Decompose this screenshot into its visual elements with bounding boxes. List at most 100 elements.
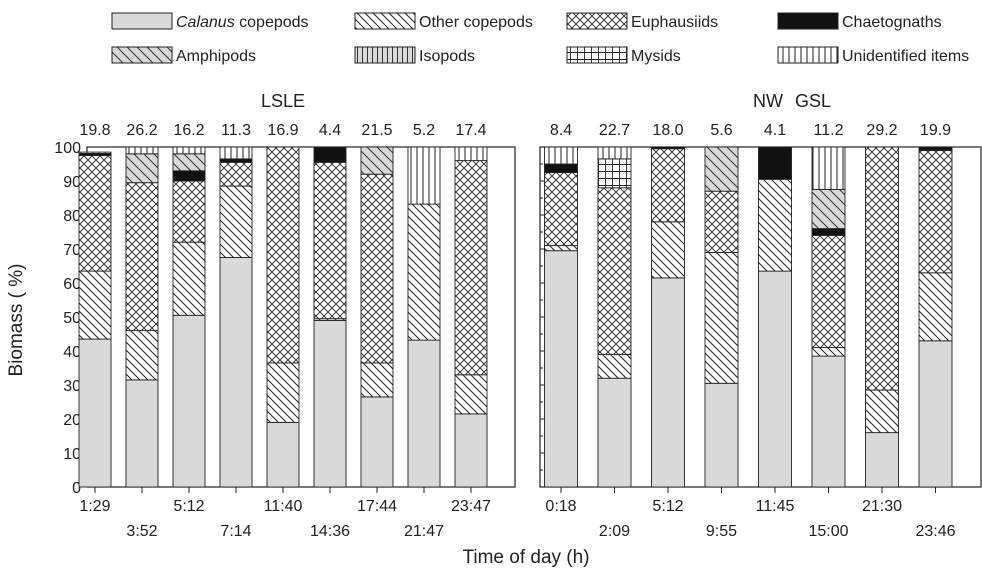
- legend-item-unidentified: Unidentified items: [777, 46, 969, 65]
- bar: [360, 146, 394, 488]
- x-tick-label: 2:09: [599, 523, 630, 540]
- bar-segment-calanus: [865, 432, 899, 488]
- legend-label-amphipods: Amphipods: [176, 48, 256, 65]
- legend-swatch-euphausiids: [566, 12, 628, 30]
- x-tick-label: 17:44: [357, 498, 397, 515]
- bar: [811, 146, 846, 488]
- x-tick-label: 23:47: [451, 498, 491, 515]
- x-tick-label: 9:55: [706, 523, 737, 540]
- bar-segment-unidentified: [454, 146, 488, 162]
- bar-total-label: 17.4: [455, 122, 486, 139]
- legend-label-other_copepods: Other copepods: [419, 14, 533, 31]
- y-tick-label: 40: [63, 344, 81, 361]
- bar: [704, 146, 739, 488]
- bar: [865, 146, 899, 488]
- bar-segment-unidentified: [172, 146, 206, 155]
- bar-segment-euphausiids: [454, 160, 488, 376]
- bar-segment-other_copepods: [172, 241, 206, 316]
- bar: [266, 146, 300, 488]
- bar-segment-chaetognaths: [651, 146, 685, 150]
- bar-segment-calanus: [313, 319, 347, 488]
- y-tick-label: 80: [63, 208, 81, 225]
- legend-swatch-other_copepods: [354, 12, 416, 30]
- bar-total-label: 18.0: [652, 122, 683, 139]
- x-tick-label: 11:40: [264, 498, 303, 515]
- legend: Calanus copepods Other copepods Euphausiid…: [111, 12, 969, 65]
- bar: [758, 146, 792, 488]
- bar-total-label: 26.2: [126, 122, 157, 139]
- bar-segment-chaetognaths: [172, 170, 206, 182]
- bar-segment-unidentified: [597, 146, 632, 160]
- y-tick-label: 90: [63, 174, 81, 191]
- x-tick-label: 21:47: [404, 523, 444, 540]
- bar-segment-euphausiids: [313, 161, 347, 320]
- bar-segment-euphausiids: [360, 173, 394, 364]
- x-tick-label: 5:12: [173, 498, 204, 515]
- panel-title: NW: [753, 91, 783, 111]
- x-axis-label: Time of day (h): [462, 547, 589, 568]
- bar: [313, 146, 347, 488]
- bar-segment-unidentified: [407, 146, 441, 205]
- bar-segment-other_copepods: [811, 347, 846, 357]
- bar-segment-calanus: [219, 257, 253, 488]
- bar-segment-calanus: [918, 340, 953, 488]
- bar-total-label: 19.9: [920, 122, 951, 139]
- bar-segment-calanus: [454, 413, 488, 488]
- legend-item-chaetognaths: Chaetognaths: [777, 12, 942, 31]
- bar-total-label: 21.5: [361, 122, 392, 139]
- legend-item-amphipods: Amphipods: [111, 46, 256, 65]
- x-tick-label: 15:00: [808, 523, 848, 540]
- bar-segment-chaetognaths: [811, 228, 846, 236]
- y-tick-label: 100: [54, 140, 81, 157]
- bar-total-label: 22.7: [599, 122, 630, 139]
- y-tick-label: 10: [63, 446, 81, 463]
- bar-total-label: 11.2: [814, 122, 844, 139]
- panel-nw-gsl: NW GSL 8.4 0:18 22.7 2:09 18.0 5:12 5.6 9:55 4.1 11…: [539, 91, 982, 540]
- bar-segment-euphausiids: [125, 182, 159, 332]
- bar-segment-chaetognaths: [918, 146, 953, 151]
- bar-segment-chaetognaths: [313, 146, 347, 163]
- bar-segment-other_copepods: [758, 178, 792, 272]
- bar: [597, 146, 632, 488]
- x-tick-label: 21:30: [862, 498, 902, 515]
- y-tick-label: 0: [72, 480, 81, 497]
- legend-label-chaetognaths: Chaetognaths: [842, 14, 942, 31]
- bar-segment-other_copepods: [651, 221, 685, 279]
- bar-segment-euphausiids: [651, 148, 685, 223]
- bar-segment-euphausiids: [266, 146, 300, 364]
- bar-total-label: 5.2: [413, 122, 435, 139]
- y-tick-label: 30: [63, 378, 81, 395]
- bar-total-label: 4.4: [319, 122, 341, 139]
- bar-segment-calanus: [360, 396, 394, 488]
- bar-segment-other_copepods: [454, 374, 488, 415]
- bar-segment-unidentified: [78, 151, 112, 154]
- bar-segment-other_copepods: [266, 362, 300, 423]
- bar-total-label: 11.3: [221, 122, 251, 139]
- legend-item-mysids: Mysids: [566, 46, 681, 65]
- bar: [407, 146, 441, 488]
- y-tick-label: 60: [63, 276, 81, 293]
- bar-segment-other_copepods: [125, 330, 159, 381]
- bar-segment-euphausiids: [865, 146, 899, 391]
- bar-segment-calanus: [78, 338, 112, 488]
- legend-item-other_copepods: Other copepods: [354, 12, 533, 31]
- panel-title: GSL: [795, 91, 831, 111]
- bar: [544, 146, 578, 488]
- bar-segment-calanus: [407, 339, 441, 488]
- bar-segment-unidentified: [811, 146, 846, 190]
- panel-title: LSLE: [261, 91, 305, 111]
- legend-swatch-amphipods: [111, 46, 173, 64]
- bar-total-label: 19.8: [79, 122, 110, 139]
- bar-segment-calanus: [651, 277, 685, 488]
- bar-segment-euphausiids: [811, 234, 846, 349]
- x-tick-label: 3:52: [126, 523, 157, 540]
- bar-segment-euphausiids: [704, 190, 739, 253]
- bar-segment-calanus: [125, 379, 159, 488]
- bar-segment-amphipods: [704, 146, 739, 192]
- bar-segment-unidentified: [544, 146, 578, 165]
- bar-segment-amphipods: [360, 146, 394, 175]
- bar-segment-other_copepods: [360, 362, 394, 398]
- bar: [219, 146, 253, 488]
- bar-segment-unidentified: [219, 146, 253, 160]
